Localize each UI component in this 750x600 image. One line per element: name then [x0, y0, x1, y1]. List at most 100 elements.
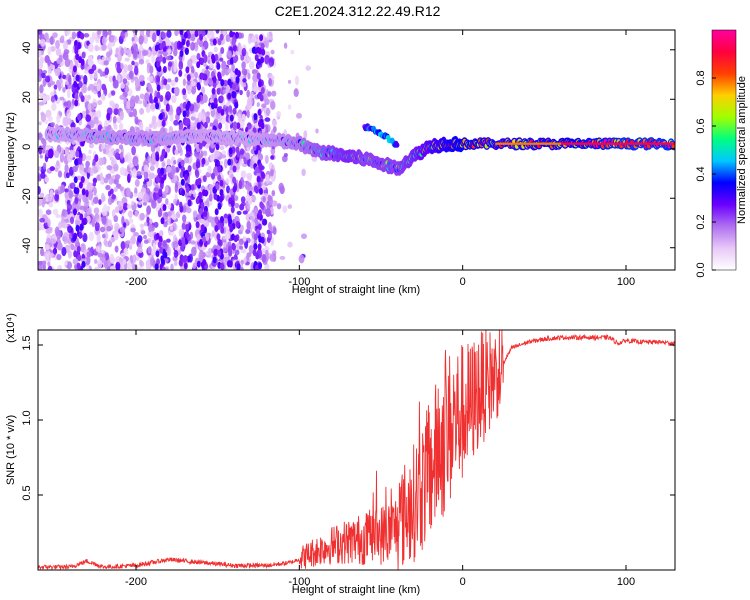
noise-speck: [82, 232, 88, 243]
noise-speck: [240, 248, 247, 254]
noise-striation: [217, 165, 222, 173]
steady-tone: [633, 142, 635, 145]
noise-speck: [53, 84, 58, 90]
noise-striation: [212, 76, 217, 84]
noise-speck: [203, 63, 207, 68]
noise-striation: [261, 48, 266, 56]
noise-speck: [190, 33, 196, 42]
noise-speck: [126, 100, 131, 110]
noise-striation: [179, 205, 184, 213]
noise-speck: [150, 103, 157, 110]
noise-speck: [167, 216, 171, 226]
noise-speck: [150, 199, 157, 209]
spectrogram-marks: [38, 30, 675, 270]
noise-speck: [63, 236, 68, 242]
noise-speck: [111, 90, 116, 96]
steady-tone: [507, 142, 509, 145]
steady-tone: [517, 142, 520, 145]
noise-striation: [216, 62, 221, 70]
noise-speck: [87, 56, 93, 67]
noise-speck: [61, 246, 67, 257]
noise-striation: [202, 175, 207, 183]
noise-speck: [138, 121, 144, 132]
noise-speck: [172, 240, 179, 248]
noise-speck: [99, 226, 106, 233]
steady-tone: [623, 142, 625, 145]
noise-speck: [279, 255, 286, 260]
noise-speck: [253, 69, 259, 75]
noise-speck: [190, 65, 195, 75]
noise-speck: [246, 220, 251, 231]
noise-speck: [128, 162, 135, 168]
noise-striation: [178, 41, 183, 49]
noise-speck: [173, 64, 177, 73]
noise-striation: [236, 263, 241, 270]
noise-striation: [163, 251, 168, 259]
noise-speck: [114, 152, 120, 160]
noise-striation: [227, 158, 232, 166]
noise-speck: [239, 148, 245, 155]
noise-striation: [78, 231, 83, 239]
noise-speck: [67, 250, 72, 259]
steady-tone: [659, 142, 661, 145]
noise-speck: [240, 202, 246, 207]
noise-speck: [256, 172, 262, 177]
noise-speck: [276, 110, 281, 118]
noise-speck: [170, 80, 176, 87]
noise-striation: [227, 92, 232, 100]
steady-tone: [539, 142, 541, 145]
steady-tone: [544, 142, 546, 145]
noise-speck: [47, 83, 52, 88]
noise-speck: [110, 236, 116, 243]
noise-speck: [64, 261, 68, 266]
noise-speck: [127, 173, 131, 183]
steady-tone: [636, 142, 638, 145]
noise-speck: [272, 226, 277, 235]
noise-speck: [270, 100, 276, 110]
noise-speck: [219, 145, 225, 151]
spectrogram-x-axis-label: Height of straight line (km): [292, 284, 420, 296]
noise-speck: [194, 41, 199, 52]
noise-speck: [218, 51, 222, 59]
noise-speck: [167, 49, 172, 54]
steady-tone: [593, 142, 595, 145]
noise-speck: [143, 239, 149, 244]
colorbar-ticks: 0.0 0.2 0.4 0.6 0.8: [695, 70, 716, 278]
noise-speck: [138, 58, 145, 65]
noise-striation: [73, 176, 78, 184]
noise-speck: [85, 189, 89, 198]
noise-speck: [256, 102, 260, 107]
steady-tone: [523, 142, 525, 145]
noise-striation: [236, 122, 241, 130]
noise-speck: [100, 93, 106, 101]
noise-speck: [131, 60, 135, 66]
noise-speck: [113, 230, 119, 241]
noise-speck: [107, 30, 112, 36]
noise-striation: [217, 72, 222, 80]
noise-striation: [234, 54, 239, 62]
noise-striation: [236, 70, 241, 78]
noise-striation: [155, 154, 160, 162]
noise-striation: [156, 30, 161, 37]
noise-speck: [83, 74, 88, 85]
steady-tone: [496, 142, 498, 145]
y-tick-label: 0.5: [21, 485, 33, 500]
noise-speck: [165, 55, 172, 61]
noise-speck: [190, 184, 195, 191]
noise-striation: [162, 56, 167, 64]
noise-striation: [157, 241, 162, 249]
noise-speck: [173, 42, 178, 48]
noise-striation: [253, 185, 258, 193]
noise-striation: [154, 44, 159, 52]
noise-striation: [215, 182, 220, 190]
steady-tone: [615, 142, 618, 145]
noise-speck: [103, 60, 109, 66]
noise-striation: [195, 197, 200, 205]
noise-speck: [64, 57, 71, 68]
noise-speck: [267, 222, 272, 231]
noise-speck: [92, 182, 97, 187]
steady-tone: [528, 142, 530, 145]
noise-speck: [99, 178, 105, 185]
noise-striation: [185, 231, 190, 239]
noise-striation: [214, 216, 219, 224]
